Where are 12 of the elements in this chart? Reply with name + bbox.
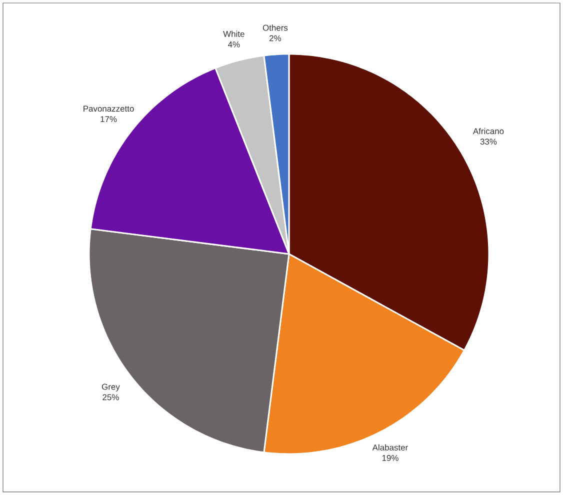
slice-label: White (223, 30, 244, 37)
slice-label: Others (262, 24, 288, 31)
data-label: 4% (228, 41, 240, 48)
slice-label: Grey (102, 384, 120, 392)
data-label: 25% (102, 394, 119, 400)
data-label: 17% (100, 116, 117, 122)
slice-label: Alabaster (372, 444, 408, 450)
data-label: 19% (382, 454, 398, 461)
slice-label: Africano (472, 128, 504, 134)
data-label: 2% (270, 35, 282, 42)
data-label: 33% (480, 138, 497, 145)
slice-label: Pavonazzetto (84, 106, 134, 112)
